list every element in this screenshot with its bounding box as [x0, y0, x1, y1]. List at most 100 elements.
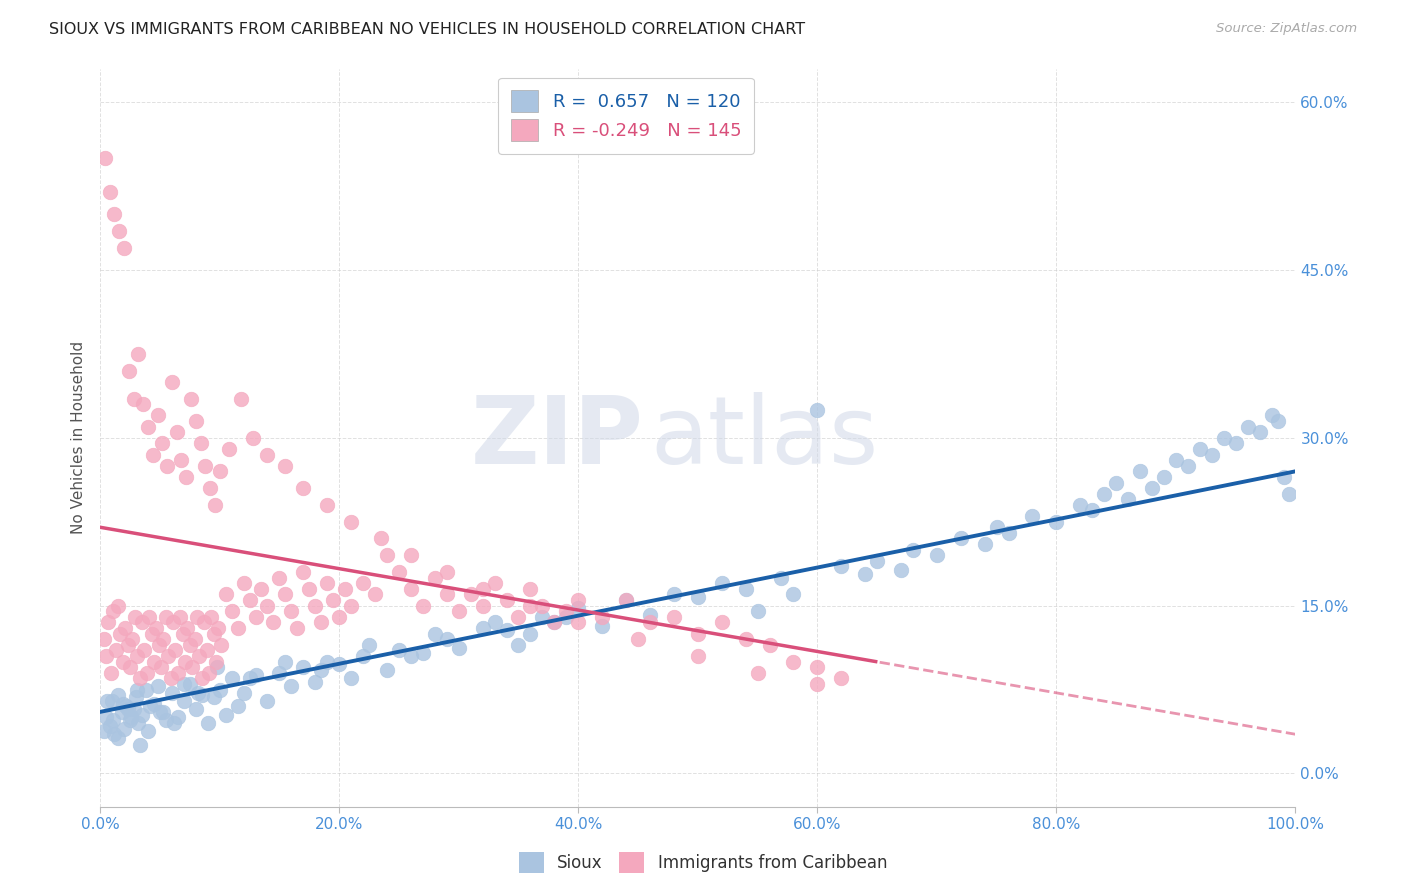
Point	[156, 458, 179, 473]
Point	[543, 615, 565, 630]
Point	[169, 609, 191, 624]
Point	[614, 593, 637, 607]
Point	[292, 481, 315, 495]
Point	[543, 615, 565, 630]
Point	[423, 626, 446, 640]
Point	[662, 609, 685, 624]
Point	[218, 442, 240, 456]
Point	[96, 694, 118, 708]
Point	[782, 655, 804, 669]
Point	[150, 660, 173, 674]
Point	[190, 436, 212, 450]
Point	[770, 571, 793, 585]
Point	[245, 668, 267, 682]
Point	[118, 363, 141, 377]
Point	[186, 609, 208, 624]
Point	[139, 699, 162, 714]
Point	[117, 638, 139, 652]
Point	[93, 723, 115, 738]
Point	[734, 582, 756, 596]
Point	[901, 542, 924, 557]
Point	[127, 347, 149, 361]
Point	[198, 481, 221, 495]
Point	[1177, 458, 1199, 473]
Point	[242, 431, 264, 445]
Point	[107, 731, 129, 745]
Point	[127, 682, 149, 697]
Point	[103, 713, 125, 727]
Point	[135, 682, 157, 697]
Point	[198, 665, 221, 680]
Point	[1260, 409, 1282, 423]
Point	[209, 638, 232, 652]
Point	[94, 710, 117, 724]
Point	[1069, 498, 1091, 512]
Point	[238, 671, 260, 685]
Point	[128, 739, 150, 753]
Point	[132, 397, 155, 411]
Point	[160, 375, 183, 389]
Point	[166, 665, 188, 680]
Point	[103, 604, 125, 618]
Point	[853, 567, 876, 582]
Point	[1081, 503, 1104, 517]
Point	[262, 615, 284, 630]
Point	[101, 694, 124, 708]
Point	[484, 576, 506, 591]
Point	[399, 548, 422, 562]
Point	[127, 716, 149, 731]
Point	[98, 185, 121, 199]
Point	[184, 701, 207, 715]
Point	[436, 632, 458, 647]
Point	[118, 713, 141, 727]
Point	[142, 697, 165, 711]
Point	[180, 392, 202, 406]
Point	[157, 648, 180, 663]
Point	[567, 615, 589, 630]
Point	[155, 609, 177, 624]
Point	[232, 576, 254, 591]
Point	[375, 664, 398, 678]
Legend: R =  0.657   N = 120, R = -0.249   N = 145: R = 0.657 N = 120, R = -0.249 N = 145	[498, 78, 754, 154]
Point	[214, 708, 236, 723]
Point	[155, 713, 177, 727]
Point	[555, 604, 578, 618]
Point	[207, 621, 229, 635]
Point	[245, 609, 267, 624]
Point	[710, 615, 733, 630]
Point	[204, 498, 226, 512]
Point	[136, 723, 159, 738]
Point	[112, 241, 135, 255]
Point	[1164, 453, 1187, 467]
Point	[304, 599, 326, 613]
Point	[1092, 486, 1115, 500]
Point	[304, 674, 326, 689]
Point	[100, 665, 122, 680]
Point	[250, 582, 273, 596]
Point	[104, 643, 127, 657]
Point	[508, 609, 530, 624]
Point	[734, 632, 756, 647]
Point	[375, 548, 398, 562]
Point	[986, 520, 1008, 534]
Point	[197, 716, 219, 731]
Point	[925, 548, 948, 562]
Point	[436, 565, 458, 579]
Point	[122, 392, 145, 406]
Point	[256, 599, 278, 613]
Point	[173, 694, 195, 708]
Point	[1267, 414, 1289, 428]
Point	[141, 626, 163, 640]
Point	[555, 609, 578, 624]
Point	[806, 402, 828, 417]
Point	[686, 648, 709, 663]
Point	[150, 436, 173, 450]
Text: Source: ZipAtlas.com: Source: ZipAtlas.com	[1216, 22, 1357, 36]
Point	[165, 643, 187, 657]
Point	[399, 582, 422, 596]
Point	[531, 609, 554, 624]
Text: atlas: atlas	[650, 392, 879, 483]
Point	[128, 671, 150, 685]
Point	[280, 604, 302, 618]
Point	[495, 593, 517, 607]
